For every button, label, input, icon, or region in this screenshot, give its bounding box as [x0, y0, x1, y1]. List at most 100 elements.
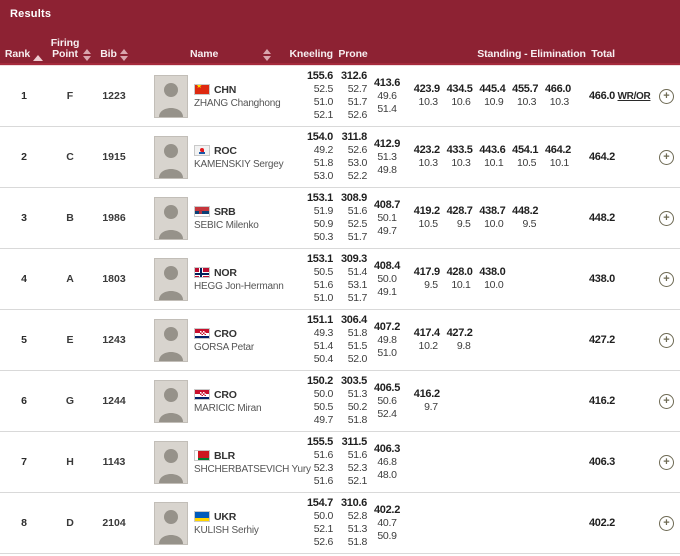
kneeling-scores-series-1: 51.9 [313, 205, 334, 217]
sort-icon[interactable] [83, 49, 91, 61]
noc-line: ★ CHN [194, 84, 283, 96]
expand-row-button[interactable]: + [659, 454, 674, 470]
kneeling-scores-series-3: 49.7 [313, 414, 334, 426]
expand-row-button[interactable]: + [659, 271, 674, 287]
athlete-name: HEGG Jon-Hermann [194, 280, 284, 292]
kneeling-scores: 154.7 50.0 52.1 52.6 [283, 497, 333, 549]
athlete-photo-placeholder [155, 258, 187, 300]
kneeling-scores-total: 151.1 [306, 314, 333, 326]
photo-cell [136, 135, 188, 179]
ukraine-flag-icon [194, 511, 210, 522]
noc-line: CRO [194, 389, 283, 401]
elimination-slot-5 [538, 327, 571, 353]
norway-flag-icon [194, 267, 210, 278]
athlete-photo-placeholder [155, 197, 187, 239]
rank-value: 8 [21, 517, 27, 529]
expand-row-button[interactable]: + [659, 88, 674, 104]
aggregate-scores-series-1: 50.1 [377, 211, 397, 224]
kneeling-scores-series-1: 50.5 [313, 266, 334, 278]
expand-row-button[interactable]: + [659, 332, 674, 348]
prone-scores: 308.9 51.6 52.5 51.7 [333, 192, 367, 244]
prone-scores-series-3: 51.8 [347, 414, 368, 426]
column-header-name[interactable]: Name [136, 48, 283, 61]
bib-value: 1143 [102, 456, 126, 468]
aggregate-scores-series-2: 49.1 [377, 285, 397, 298]
sort-icon[interactable] [263, 49, 271, 61]
aggregate-scores-series-2: 50.9 [377, 529, 397, 542]
aggregate-scores-series-2: 52.4 [377, 407, 397, 420]
final-total: 438.0 [588, 273, 615, 285]
prone-header-label: Prone [338, 48, 368, 60]
elimination-total: 464.2 [544, 144, 571, 156]
total-header-label: Total [591, 48, 615, 60]
elimination-shot: 10.3 [451, 157, 471, 169]
elimination-slot-3: 445.4 10.9 [473, 83, 505, 109]
athlete-photo [154, 318, 188, 362]
athlete-ident: NOR HEGG Jon-Hermann [188, 267, 284, 292]
elimination-total: 428.7 [446, 205, 473, 217]
athlete-ident: UKR KULISH Serhiy [188, 511, 283, 536]
noc-code: CHN [214, 83, 237, 96]
result-row: 1 F 1223 ★ CHN ZHANG Changhong 155.6 52.5 51.0 52… [0, 66, 680, 127]
aggregate-scores-series-1: 49.6 [377, 89, 397, 102]
column-header-bib[interactable]: Bib [92, 48, 136, 61]
athlete-ident: CRO MARICIC Miran [188, 389, 283, 414]
elimination-slot-3 [473, 388, 506, 414]
expand-row-button[interactable]: + [659, 210, 674, 226]
kneeling-scores: 153.1 51.9 50.9 50.3 [283, 192, 333, 244]
aggregate-scores-series-1: 40.7 [377, 516, 397, 529]
athlete-photo-placeholder [155, 136, 187, 178]
elimination-total: 417.4 [413, 327, 440, 339]
expand-cell: + [653, 210, 680, 226]
column-header-firing-point[interactable]: Firing Point [48, 38, 92, 61]
bib-value: 1223 [102, 90, 126, 102]
firing-point-value: D [66, 517, 74, 529]
noc-line: ROC [194, 145, 283, 157]
prone-scores: 311.5 51.6 52.3 52.1 [333, 436, 368, 488]
column-header-rank[interactable]: Rank [0, 48, 48, 61]
expand-row-button[interactable]: + [659, 393, 674, 409]
photo-cell [136, 318, 188, 362]
noc-code: UKR [214, 510, 237, 523]
elimination-slot-2: 427.2 9.8 [440, 327, 473, 353]
expand-row-button[interactable]: + [659, 149, 674, 165]
aggregate-scores-series-2: 48.0 [377, 468, 397, 481]
elimination-shot: 9.5 [424, 279, 438, 291]
elimination-slot-4: 455.7 10.3 [505, 83, 538, 109]
firing-point-value: A [66, 273, 74, 285]
elimination-shot: 9.5 [522, 218, 537, 230]
aggregate-scores-series-1: 51.3 [377, 150, 397, 163]
kneeling-scores-series-1: 51.6 [313, 449, 334, 461]
elimination-slot-1: 416.2 9.7 [407, 388, 440, 414]
aggregate-scores-total: 406.5 [373, 381, 401, 394]
kneeling-scores-series-3: 51.6 [313, 475, 334, 487]
athlete-photo [154, 501, 188, 545]
kneeling-scores-series-2: 50.9 [313, 218, 334, 230]
aggregate-scores-series-1: 46.8 [377, 455, 397, 468]
athlete-name: SHCHERBATSEVICH Yury [194, 463, 311, 475]
elimination-slot-5 [538, 205, 571, 231]
noc-line: CRO [194, 328, 283, 340]
athlete-ident: BLR SHCHERBATSEVICH Yury [188, 450, 311, 475]
prone-scores-series-1: 52.7 [347, 83, 368, 95]
prone-scores-total: 312.6 [340, 70, 367, 82]
athlete-ident: SRB SEBIC Milenko [188, 206, 283, 231]
athlete-photo [154, 379, 188, 423]
record-label: WR/OR [617, 90, 651, 102]
column-header-prone: Prone [333, 48, 367, 60]
kneeling-scores: 155.6 52.5 51.0 52.1 [283, 70, 333, 122]
kneeling-scores-total: 153.1 [306, 253, 333, 265]
athlete-photo [154, 440, 188, 484]
expand-row-button[interactable]: + [659, 515, 674, 531]
standing-header-label: Standing - Elimination [477, 48, 586, 60]
prone-scores-total: 311.5 [341, 436, 368, 448]
elimination-shot: 10.0 [484, 218, 504, 230]
sort-icon[interactable] [33, 55, 44, 61]
elimination-shot: 10.0 [484, 279, 504, 291]
rank-value: 3 [21, 212, 27, 224]
elimination-shot: 10.6 [451, 96, 471, 108]
sort-icon[interactable] [119, 49, 128, 61]
athlete-ident: ROC KAMENSKIY Sergey [188, 145, 284, 170]
aggregate-scores-total: 413.6 [373, 76, 401, 89]
